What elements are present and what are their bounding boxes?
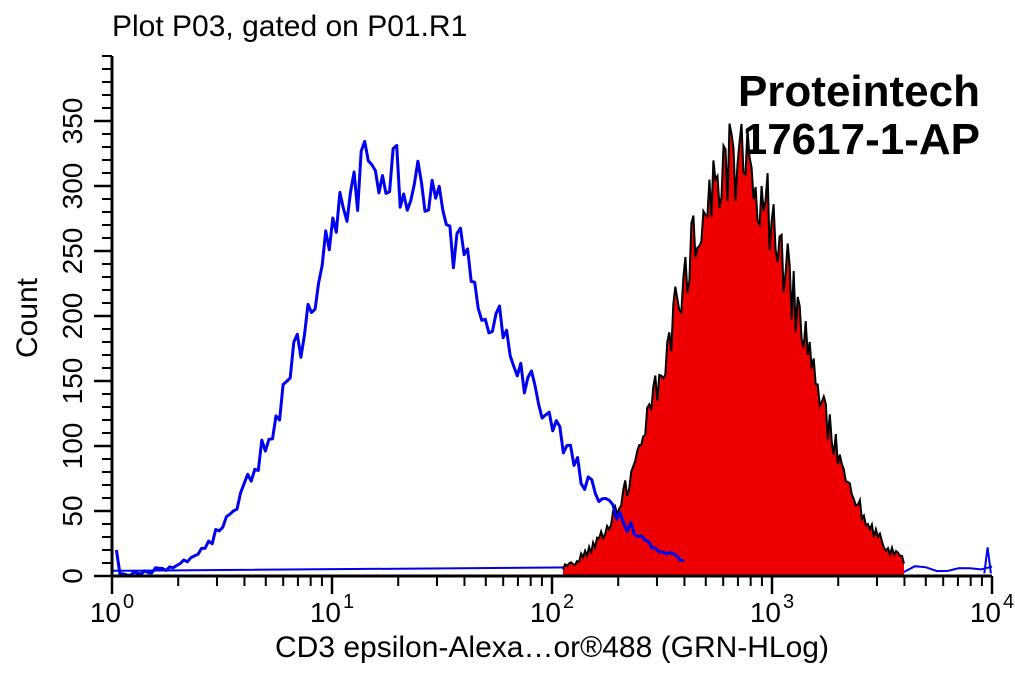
blue-edge-spike bbox=[984, 547, 991, 573]
svg-text:250: 250 bbox=[57, 228, 88, 275]
svg-text:150: 150 bbox=[57, 358, 88, 405]
figure-container: { "title_text": "Plot P03, gated on P01.… bbox=[0, 0, 1015, 683]
svg-text:101: 101 bbox=[310, 591, 354, 628]
brand-line1: Proteintech bbox=[738, 68, 980, 116]
y-axis-title: Count bbox=[11, 218, 45, 418]
blue-histogram-outline bbox=[116, 141, 684, 575]
svg-text:200: 200 bbox=[57, 293, 88, 340]
svg-text:100: 100 bbox=[57, 423, 88, 470]
svg-text:103: 103 bbox=[750, 591, 794, 628]
x-axis-title: CD3 epsilon-Alexa…or®488 (GRN-HLog) bbox=[252, 631, 852, 665]
svg-text:104: 104 bbox=[970, 591, 1014, 628]
plot-title: Plot P03, gated on P01.R1 bbox=[112, 10, 467, 44]
svg-text:100: 100 bbox=[90, 591, 134, 628]
brand-line2: 17617-1-AP bbox=[738, 116, 980, 164]
svg-text:102: 102 bbox=[530, 591, 574, 628]
brand-annotation: Proteintech 17617-1-AP bbox=[738, 68, 980, 165]
svg-text:50: 50 bbox=[57, 495, 88, 526]
svg-text:300: 300 bbox=[57, 163, 88, 210]
svg-text:0: 0 bbox=[57, 568, 88, 584]
svg-text:350: 350 bbox=[57, 98, 88, 145]
